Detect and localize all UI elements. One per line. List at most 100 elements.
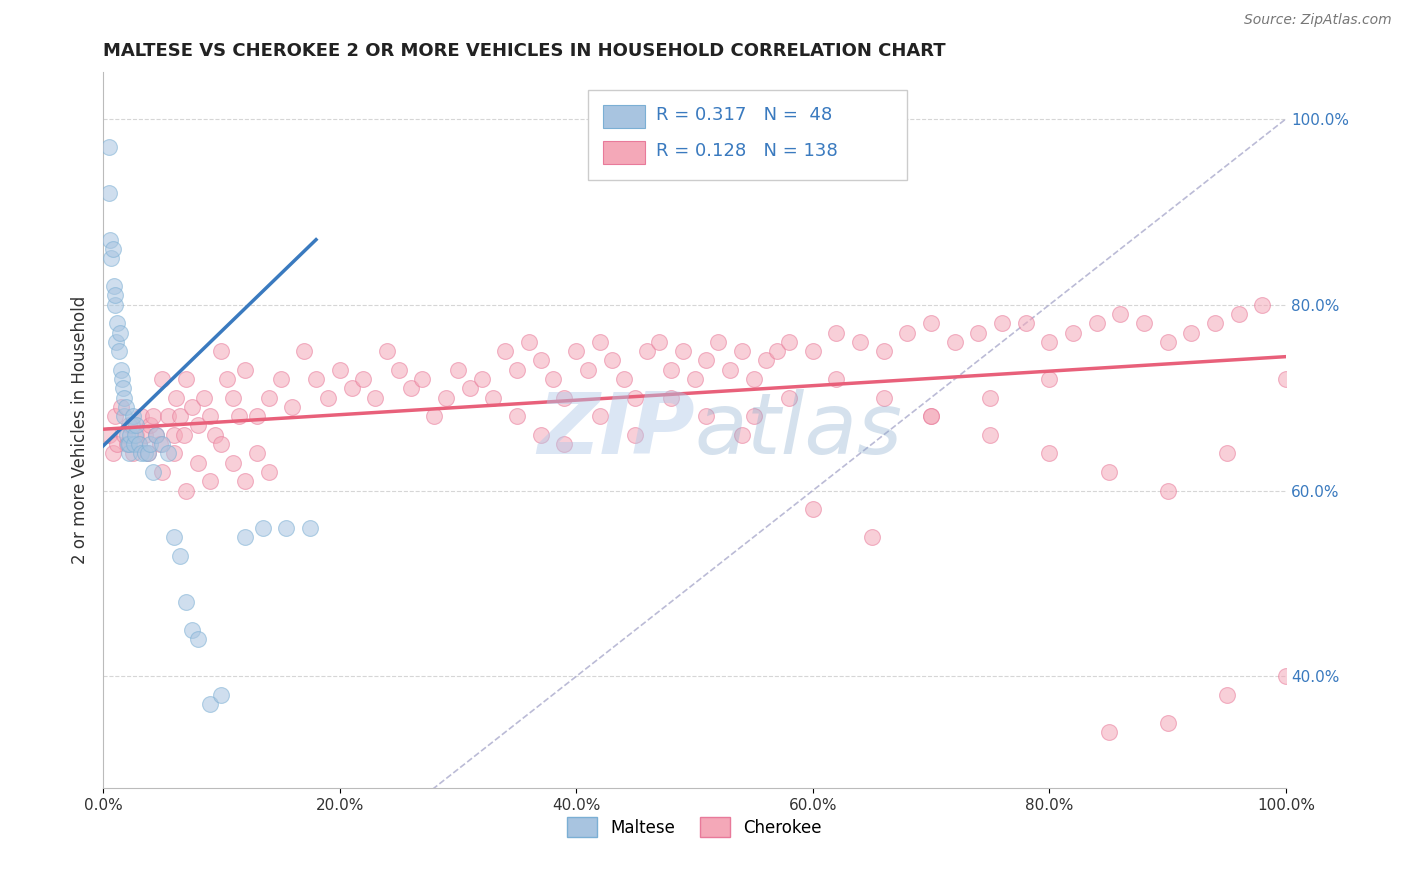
Point (659, 363, 682, 377)
Text: Source: ZipAtlas.com: Source: ZipAtlas.com (1244, 13, 1392, 28)
Point (1275, 669, 1298, 683)
Point (125, 418, 148, 433)
Point (1216, 688, 1239, 702)
Point (1204, 316, 1226, 330)
Point (1062, 326, 1084, 340)
Point (967, 326, 990, 340)
Point (801, 502, 824, 516)
Point (98, 186, 121, 201)
Point (157, 409, 180, 424)
Point (778, 334, 800, 349)
Point (209, 688, 232, 702)
Point (434, 391, 457, 405)
Point (364, 391, 387, 405)
Point (105, 334, 128, 349)
Point (388, 363, 411, 377)
Point (98, 427, 121, 442)
Point (198, 409, 221, 424)
Point (541, 372, 564, 386)
Point (157, 446, 180, 460)
Point (198, 697, 221, 711)
Point (145, 427, 167, 442)
Point (482, 391, 505, 405)
Point (128, 437, 150, 451)
Point (624, 427, 647, 442)
Text: R = 0.317   N =  48: R = 0.317 N = 48 (655, 106, 832, 124)
Point (530, 427, 553, 442)
Point (118, 446, 141, 460)
Point (695, 353, 717, 368)
Point (825, 326, 848, 340)
Text: atlas: atlas (695, 389, 903, 472)
Point (718, 363, 741, 377)
Point (104, 288, 127, 302)
Point (458, 381, 481, 395)
Point (589, 409, 612, 424)
Point (1156, 334, 1178, 349)
Point (624, 391, 647, 405)
Point (124, 427, 146, 442)
Point (187, 418, 209, 433)
Point (281, 400, 304, 414)
Point (506, 409, 529, 424)
Point (110, 400, 132, 414)
Point (169, 409, 191, 424)
Point (873, 344, 896, 359)
Y-axis label: 2 or more Vehicles in Household: 2 or more Vehicles in Household (72, 296, 89, 565)
Point (873, 391, 896, 405)
Point (115, 437, 138, 451)
Point (174, 372, 197, 386)
Point (1038, 446, 1060, 460)
Point (115, 427, 138, 442)
Point (142, 409, 165, 424)
Point (139, 437, 162, 451)
Point (1156, 483, 1178, 498)
Point (222, 456, 245, 470)
Point (707, 334, 730, 349)
Point (1216, 446, 1239, 460)
Point (636, 344, 658, 359)
Point (198, 474, 221, 488)
Point (1251, 298, 1274, 312)
Text: ZIP: ZIP (537, 389, 695, 472)
Point (731, 344, 754, 359)
Point (169, 549, 191, 563)
Point (375, 344, 398, 359)
Point (683, 372, 706, 386)
Point (111, 372, 134, 386)
Legend: Maltese, Cherokee: Maltese, Cherokee (561, 810, 828, 844)
Point (129, 446, 152, 460)
Point (754, 353, 776, 368)
Point (117, 437, 139, 451)
Point (217, 372, 239, 386)
Point (979, 427, 1001, 442)
Point (506, 363, 529, 377)
Point (1156, 715, 1178, 730)
Point (180, 400, 202, 414)
Point (187, 632, 209, 647)
Point (276, 521, 298, 535)
Point (979, 391, 1001, 405)
Point (110, 363, 132, 377)
Point (118, 418, 141, 433)
Point (257, 465, 280, 479)
Point (920, 409, 942, 424)
Point (150, 465, 173, 479)
Point (136, 446, 159, 460)
Point (778, 391, 800, 405)
Point (98, 233, 121, 247)
Point (1038, 372, 1060, 386)
Point (825, 372, 848, 386)
Point (233, 363, 256, 377)
Point (166, 391, 188, 405)
Point (246, 409, 269, 424)
Point (101, 242, 124, 256)
Text: R = 0.128   N = 138: R = 0.128 N = 138 (655, 142, 837, 161)
Point (553, 391, 575, 405)
Point (920, 409, 942, 424)
Point (104, 298, 127, 312)
Point (246, 446, 269, 460)
FancyBboxPatch shape (603, 105, 645, 128)
Point (329, 363, 352, 377)
Point (222, 391, 245, 405)
